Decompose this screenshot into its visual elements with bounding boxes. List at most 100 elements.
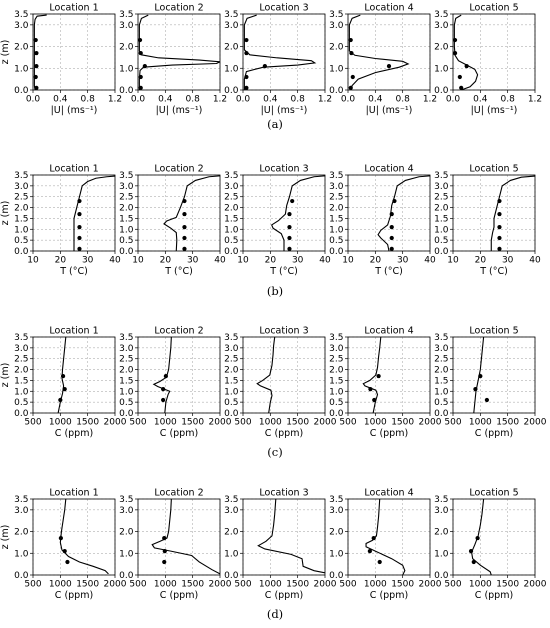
y-tick-label: 1.5 xyxy=(14,376,28,386)
subplot-title: Location 1 xyxy=(49,3,98,14)
subplot-title: Location 4 xyxy=(364,164,413,175)
y-tick-label: 2.5 xyxy=(434,355,448,365)
measurement-point xyxy=(77,225,82,230)
y-tick-label: 3.5 xyxy=(329,495,343,505)
subplot-title: Location 1 xyxy=(49,488,98,499)
x-tick-label: 500 xyxy=(444,418,461,428)
y-tick-label: 3.0 xyxy=(224,506,239,516)
measurement-point xyxy=(142,64,147,69)
profile-line xyxy=(138,14,220,90)
subplot-row1-location-2: 0.0 0.4 0.8 1.2 0.0 1.0 2.0 3.03.5 Location 2 |U|… xyxy=(119,3,227,117)
x-tick-label: 0.0 xyxy=(341,95,356,105)
measurement-point xyxy=(182,211,187,217)
axes-frame xyxy=(452,336,536,414)
axes-frame xyxy=(452,13,536,91)
measurement-point xyxy=(138,50,143,56)
axes-frame xyxy=(452,174,536,252)
x-tick-label: 0.4 xyxy=(263,95,278,105)
x-tick-label: 0.0 xyxy=(131,95,146,105)
measurement-point xyxy=(65,559,70,565)
x-tick-label: 2000 xyxy=(314,418,337,428)
profile-line xyxy=(256,337,276,413)
x-axis-label: T (°C) xyxy=(59,266,88,277)
y-tick-label: 3.0 xyxy=(434,182,449,192)
panel-label: (d) xyxy=(267,607,283,621)
y-tick-label: 2.5 xyxy=(329,193,343,203)
y-tick-label: 3.0 xyxy=(434,344,449,354)
profile-line xyxy=(271,175,325,251)
y-tick-label: 1.0 xyxy=(119,64,134,74)
measurement-point xyxy=(368,387,373,392)
subplot-row2-location-3: 10 20 30 40 0.00.51.01.52.02.53.03.5 Location… xyxy=(224,164,331,278)
subplot-title: Location 5 xyxy=(469,164,518,175)
measurement-point xyxy=(162,559,167,565)
y-tick-label: 1.0 xyxy=(14,387,29,397)
y-tick-label: 1.0 xyxy=(224,387,239,397)
x-tick-label: 1.2 xyxy=(108,95,122,105)
x-tick-label: 2000 xyxy=(524,418,547,428)
y-tick-label: 0.0 xyxy=(14,247,29,257)
y-tick-label: 0.0 xyxy=(329,247,344,257)
subplot-title: Location 3 xyxy=(259,164,308,175)
measurement-point xyxy=(348,37,353,43)
measurement-point xyxy=(452,37,458,43)
x-tick-label: 1000 xyxy=(49,418,72,428)
subplot-title: Location 2 xyxy=(154,488,203,499)
x-tick-label: 0.4 xyxy=(53,95,68,105)
x-tick-label: 1500 xyxy=(181,580,204,590)
x-axis-label: C (ppm) xyxy=(160,590,198,601)
x-tick-label: 40 xyxy=(109,256,121,266)
x-tick-label: 500 xyxy=(234,418,251,428)
x-axis-label: C (ppm) xyxy=(160,428,198,439)
measurement-point xyxy=(392,198,397,204)
y-tick-label: 0.5 xyxy=(119,398,133,408)
measurement-point xyxy=(262,64,267,69)
profile-line xyxy=(243,14,317,90)
measurement-point xyxy=(137,37,143,43)
x-tick-label: 1.2 xyxy=(423,95,437,105)
y-tick-label: 0.0 xyxy=(119,247,134,257)
y-tick-label: 3.5 xyxy=(14,10,28,20)
y-tick-label: 1.5 xyxy=(224,214,238,224)
y-tick-label: 3.0 xyxy=(14,21,29,31)
measurement-point xyxy=(372,397,377,403)
y-tick-label: 0.5 xyxy=(434,398,448,408)
y-tick-label: 0.0 xyxy=(434,571,449,581)
subplot-row4-location-1: 500 1000 1500 2000 0.0 1.0 2.0 3.03.5 Location 1… xyxy=(0,488,127,602)
y-tick-label: 3.0 xyxy=(119,506,134,516)
x-tick-label: 1500 xyxy=(496,580,519,590)
subplot-row1-location-3: 0.0 0.4 0.8 1.2 0.0 1.0 2.0 3.03.5 Location 3 |U|… xyxy=(224,3,332,117)
measurement-point xyxy=(58,535,63,541)
x-tick-label: 2000 xyxy=(209,418,232,428)
profile-line xyxy=(471,499,492,575)
profile-line xyxy=(348,14,410,90)
subplot-title: Location 3 xyxy=(259,3,308,14)
subplot-row4-location-3: 500 1000 1500 2000 0.0 1.0 2.0 3.03.5 Location 3… xyxy=(224,488,337,602)
x-tick-label: 1500 xyxy=(286,418,309,428)
subplot-title: Location 4 xyxy=(364,3,413,14)
y-tick-label: 3.0 xyxy=(14,182,29,192)
measurement-point xyxy=(452,50,458,56)
x-tick-label: 20 xyxy=(265,256,277,266)
x-tick-label: 0.8 xyxy=(396,95,411,105)
y-tick-label: 3.0 xyxy=(434,21,449,31)
y-tick-label: 2.0 xyxy=(224,43,239,53)
profile-line xyxy=(365,499,406,575)
x-tick-label: 2000 xyxy=(524,580,547,590)
x-tick-label: 0.0 xyxy=(26,95,41,105)
x-tick-label: 1000 xyxy=(154,580,177,590)
measurement-point xyxy=(389,235,394,241)
measurement-point xyxy=(162,535,167,541)
y-tick-label: 2.5 xyxy=(14,193,28,203)
y-tick-label: 3.0 xyxy=(434,506,449,516)
y-tick-label: 2.5 xyxy=(329,355,343,365)
x-axis-label: |U| (ms⁻¹) xyxy=(156,105,203,116)
x-tick-label: 10 xyxy=(447,256,459,266)
y-tick-label: 1.5 xyxy=(119,214,133,224)
x-tick-label: 10 xyxy=(132,256,144,266)
x-tick-label: 1000 xyxy=(259,418,282,428)
measurement-point xyxy=(290,198,295,204)
y-tick-label: 2.0 xyxy=(434,204,449,214)
x-tick-label: 40 xyxy=(319,256,331,266)
